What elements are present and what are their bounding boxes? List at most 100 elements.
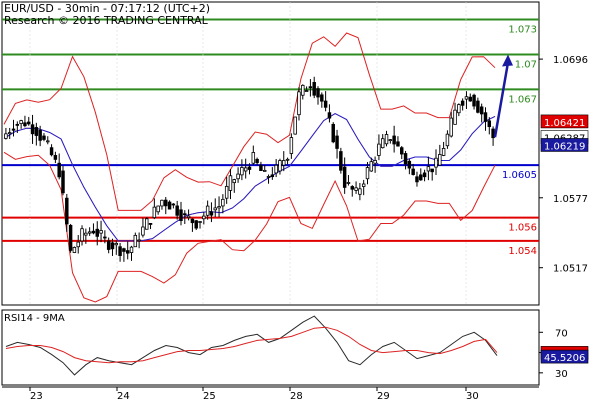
- rsi-axis-label: 70: [555, 328, 568, 339]
- candle-body: [122, 248, 126, 252]
- candle-body: [365, 167, 370, 180]
- candle-body: [266, 176, 271, 178]
- candle-body: [430, 168, 434, 173]
- candle-body: [72, 247, 77, 253]
- candle-body: [243, 167, 248, 172]
- candle-body: [327, 112, 332, 119]
- candle-body: [285, 158, 290, 161]
- candle-body: [468, 96, 472, 102]
- candle-body: [167, 201, 172, 210]
- candle-body: [46, 140, 50, 143]
- candle-body: [84, 232, 88, 236]
- candle-body: [297, 91, 301, 116]
- candle-body: [247, 166, 252, 170]
- candle-body: [460, 100, 465, 106]
- candle-body: [164, 199, 168, 207]
- candle-body: [221, 198, 225, 207]
- candle-body: [23, 122, 27, 127]
- candle-body: [384, 134, 389, 145]
- candle-body: [457, 104, 461, 114]
- candle-body: [259, 164, 263, 171]
- candle-body: [449, 117, 453, 137]
- candle-body: [361, 183, 366, 187]
- candle-body: [426, 166, 431, 172]
- candle-body: [453, 109, 457, 125]
- candle-body: [30, 124, 35, 135]
- candle-body: [472, 94, 476, 107]
- candle-body: [293, 116, 297, 135]
- candle-body: [403, 153, 408, 165]
- rsi-lines: [5, 315, 498, 376]
- candle-body: [53, 155, 58, 160]
- rsi-panel: RSI14 - 9MA: [1, 309, 540, 386]
- candle-body: [68, 224, 73, 251]
- candle-body: [335, 135, 339, 149]
- candle-body: [34, 127, 39, 136]
- candle-body: [312, 82, 316, 96]
- candle-body: [57, 162, 61, 178]
- candle-body: [106, 240, 111, 250]
- candle-body: [320, 94, 324, 102]
- level-label-support: 1.056: [508, 223, 537, 234]
- candle-body: [171, 203, 176, 206]
- candle-body: [331, 123, 335, 143]
- candle-body: [194, 220, 198, 229]
- candle-body: [282, 160, 286, 166]
- price-axis-label: 1.0696: [553, 55, 588, 66]
- candle-body: [262, 169, 267, 172]
- candle-body: [213, 207, 217, 211]
- candle-body: [438, 154, 442, 166]
- level-label-support: 1.054: [508, 246, 537, 257]
- candle-body: [160, 199, 164, 207]
- candle-body: [217, 206, 221, 209]
- candle-body: [186, 215, 191, 218]
- time-tick-label: 23: [30, 391, 43, 400]
- time-tick-label: 30: [466, 391, 479, 400]
- candle-body: [301, 84, 305, 96]
- candle-body: [476, 100, 480, 113]
- candle-body: [4, 133, 8, 139]
- candle-body: [392, 135, 396, 145]
- price-axis-label: 1.0517: [553, 264, 588, 275]
- candle-body: [11, 128, 16, 131]
- candle-body: [339, 151, 343, 171]
- candle-body: [354, 187, 358, 191]
- candle-body: [42, 135, 46, 140]
- candle-body: [342, 166, 347, 188]
- price-badge-blue: [540, 138, 589, 152]
- time-tick-label: 28: [290, 391, 303, 400]
- candle-body: [183, 213, 187, 216]
- candle-body: [232, 179, 237, 184]
- candle-body: [15, 123, 20, 126]
- candle-body: [236, 173, 240, 180]
- chart-title: EUR/USD - 30min - 07:17:12 (UTC+2): [4, 2, 210, 15]
- candle-body: [141, 226, 145, 236]
- candle-body: [289, 137, 294, 154]
- candle-body: [137, 239, 141, 242]
- level-label-resistance: 1.07: [515, 59, 537, 70]
- candle-body: [274, 164, 278, 174]
- candle-body: [152, 206, 157, 218]
- candle-body: [129, 246, 134, 253]
- price-axis-label: 1.0577: [553, 194, 588, 205]
- candle-body: [419, 174, 423, 181]
- candle-body: [103, 236, 107, 239]
- candle-body: [95, 228, 99, 237]
- candle-body: [400, 147, 404, 155]
- candle-body: [380, 138, 385, 149]
- candle-body: [445, 133, 450, 147]
- candle-body: [202, 215, 206, 220]
- candle-body: [278, 160, 282, 172]
- candle-body: [388, 139, 393, 142]
- candle-body: [19, 120, 23, 124]
- candle-body: [377, 143, 381, 156]
- candle-body: [323, 100, 328, 108]
- candle-body: [346, 182, 351, 184]
- time-tick-label: 29: [377, 391, 390, 400]
- candle-body: [7, 132, 12, 135]
- rsi-axis-label: 30: [555, 369, 568, 380]
- price-panel-frame: [1, 1, 540, 306]
- bollinger-lower: [3, 151, 496, 303]
- candle-body: [190, 218, 195, 224]
